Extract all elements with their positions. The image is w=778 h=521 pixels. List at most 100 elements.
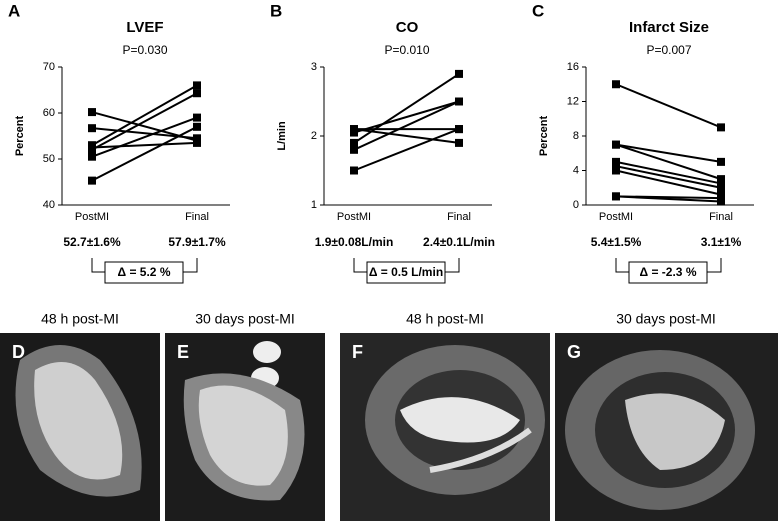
subject-line	[615, 143, 722, 163]
p-value: P=0.010	[384, 43, 429, 57]
subject-line	[91, 125, 198, 182]
marker	[717, 179, 725, 188]
marker	[350, 125, 358, 134]
marker	[717, 157, 725, 166]
p-value: P=0.030	[122, 43, 167, 57]
x-tick-label: Final	[447, 211, 471, 223]
y-tick-label: 12	[567, 95, 579, 107]
delta-box	[628, 261, 708, 284]
chart-title: CO	[396, 19, 419, 36]
marker	[612, 140, 620, 149]
marker	[193, 138, 201, 147]
image-caption: 30 days post-MI	[616, 311, 716, 327]
delta: Δ = 0.5 L/min	[369, 265, 443, 279]
marker	[88, 176, 96, 185]
y-axis-label: Percent	[538, 115, 550, 156]
subject-line	[615, 169, 722, 196]
y-tick-label: 3	[311, 61, 317, 73]
y-tick-label: 0	[573, 199, 579, 211]
marker	[455, 69, 463, 78]
subject-line	[615, 195, 722, 203]
bracket	[615, 258, 722, 273]
subject-line	[353, 100, 460, 151]
y-tick-label: 2	[311, 130, 317, 142]
summary-value: 5.4±1.5%	[591, 235, 642, 249]
delta: Δ = -2.3 %	[640, 265, 697, 279]
panel-letter: B	[270, 1, 282, 20]
image-caption: 48 h post-MI	[41, 311, 119, 327]
chart-title: Infarct Size	[629, 19, 709, 36]
x-tick-label: Final	[709, 211, 733, 223]
summary-value: 1.9±0.08L/min	[315, 235, 394, 249]
subject-line	[353, 73, 460, 144]
image-caption: 30 days post-MI	[195, 311, 295, 327]
y-axis-label: Percent	[14, 115, 26, 156]
subject-line	[91, 92, 198, 151]
marker	[455, 97, 463, 106]
marker	[88, 108, 96, 117]
x-tick-label: Final	[185, 211, 209, 223]
bracket	[91, 258, 198, 273]
mri-images	[0, 333, 778, 521]
subject-line	[615, 143, 722, 181]
marker	[717, 123, 725, 132]
marker	[612, 162, 620, 171]
subject-line	[353, 128, 460, 172]
y-tick-label: 40	[43, 199, 55, 211]
marker	[350, 138, 358, 147]
summary-value: 52.7±1.6%	[63, 235, 121, 249]
marker	[717, 175, 725, 184]
y-tick-label: 50	[43, 153, 55, 165]
subject-line	[353, 100, 460, 134]
marker	[193, 134, 201, 143]
y-tick-label: 1	[311, 199, 317, 211]
subject-line	[615, 160, 722, 185]
bracket	[353, 258, 460, 273]
marker	[612, 166, 620, 175]
subject-line	[615, 83, 722, 129]
marker	[612, 192, 620, 201]
marker	[612, 80, 620, 89]
y-tick-label: 60	[43, 107, 55, 119]
panel-letter: A	[8, 1, 20, 20]
panel-letter: D	[12, 342, 25, 362]
marker	[612, 157, 620, 166]
delta-box	[104, 261, 184, 284]
marker	[350, 166, 358, 175]
subject-line	[615, 165, 722, 189]
marker	[88, 124, 96, 133]
summary-value: 57.9±1.7%	[168, 235, 226, 249]
panel-letter: F	[352, 342, 363, 362]
summary-value: 2.4±0.1L/min	[423, 235, 495, 249]
x-tick-label: PostMI	[337, 211, 371, 223]
marker	[88, 152, 96, 161]
y-tick-label: 8	[573, 130, 579, 142]
y-tick-label: 4	[573, 164, 579, 176]
panel-letter: E	[177, 342, 189, 362]
marker	[717, 183, 725, 192]
marker	[193, 122, 201, 131]
delta-box	[366, 261, 446, 284]
marker	[455, 138, 463, 147]
y-axis-label: L/min	[276, 121, 288, 151]
marker	[193, 89, 201, 98]
y-tick-label: 16	[567, 61, 579, 73]
marker	[717, 197, 725, 206]
marker	[193, 113, 201, 122]
chart-title: LVEF	[126, 19, 163, 36]
marker	[455, 125, 463, 134]
p-value: P=0.007	[646, 43, 691, 57]
subject-line	[91, 84, 198, 147]
subject-line	[91, 141, 198, 149]
marker	[193, 81, 201, 90]
x-tick-label: PostMI	[599, 211, 633, 223]
marker	[350, 145, 358, 154]
summary-value: 3.1±1%	[701, 235, 742, 249]
subject-line	[91, 116, 198, 158]
delta: Δ = 5.2 %	[118, 265, 171, 279]
panel-letter: C	[532, 1, 544, 20]
marker	[88, 143, 96, 152]
panel-letter: G	[567, 342, 581, 362]
x-tick-label: PostMI	[75, 211, 109, 223]
